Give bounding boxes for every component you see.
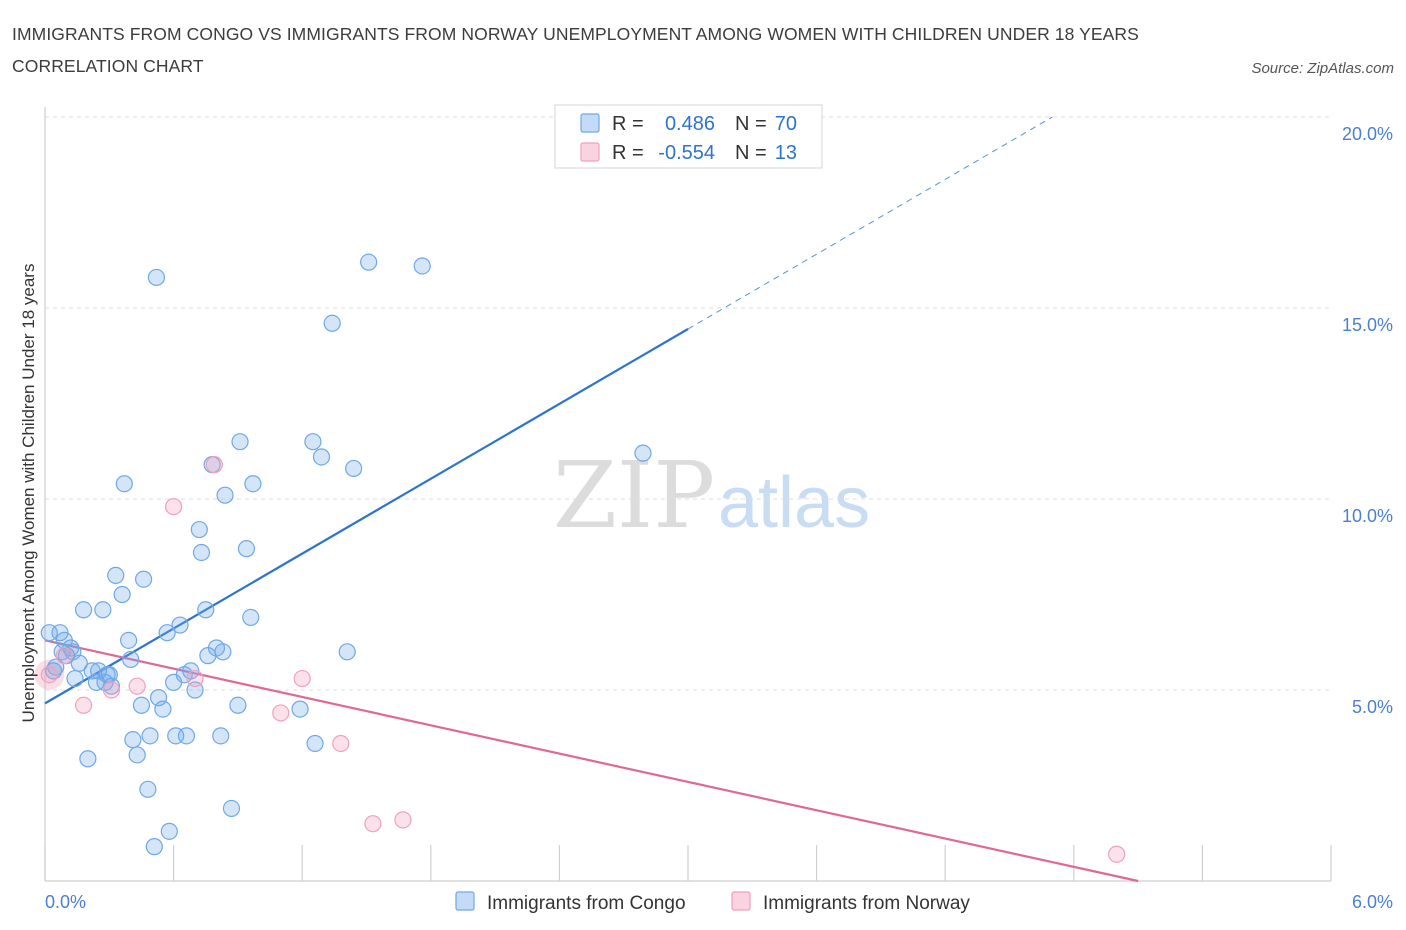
legend-r-label-congo: R =: [612, 113, 644, 135]
trend-lines: [44, 116, 1139, 883]
legend-swatch-congo: [580, 113, 600, 133]
data-point-congo: [160, 822, 178, 840]
watermark: ZIP atlas: [553, 442, 870, 549]
data-point-congo: [113, 585, 131, 604]
data-point-congo: [139, 780, 157, 798]
data-point-congo: [237, 540, 256, 558]
data-point-norway: [1108, 845, 1126, 863]
data-point-congo: [634, 444, 652, 462]
data-point-congo: [229, 696, 247, 714]
grid-lines: [45, 116, 1331, 691]
data-point-congo: [306, 734, 324, 753]
data-point-congo: [345, 459, 363, 478]
x-tick-label: 6.0%: [1352, 892, 1393, 912]
data-point-congo: [79, 750, 97, 768]
data-point-congo: [145, 838, 163, 856]
data-point-norway: [332, 734, 350, 753]
source-label: Source: ZipAtlas.com: [1251, 60, 1394, 77]
data-point-congo: [119, 631, 138, 649]
data-point-congo: [107, 566, 125, 585]
bottom-legend-label-congo: Immigrants from Congo: [487, 893, 686, 914]
data-point-norway: [293, 669, 311, 688]
watermark-atlas: atlas: [718, 463, 870, 543]
data-point-congo: [197, 601, 215, 619]
axes: [44, 107, 1332, 882]
y-tick-label: 15.0%: [1342, 315, 1393, 335]
data-point-congo: [70, 654, 88, 672]
data-point-congo: [158, 624, 176, 642]
legend-n-label-congo: N =: [735, 113, 767, 135]
bottom-legend-label-norway: Immigrants from Norway: [763, 893, 970, 914]
data-point-congo: [222, 799, 241, 818]
data-point-norway: [364, 815, 382, 833]
data-point-congo: [66, 669, 84, 688]
data-point-congo: [94, 601, 112, 619]
legend-swatch-norway: [580, 142, 600, 162]
data-point-congo: [214, 643, 232, 661]
data-point-norway: [55, 647, 73, 665]
data-point-norway: [102, 681, 121, 699]
data-point-congo: [413, 257, 431, 275]
data-point-congo: [141, 727, 159, 745]
bottom-legend: Immigrants from Congo Immigrants from No…: [455, 891, 970, 914]
top-legend: R = 0.486 N = 70 R = -0.554 N = 13: [554, 104, 823, 169]
trend-line-congo: [44, 328, 689, 705]
data-point-congo: [128, 746, 146, 764]
data-point: [34, 659, 65, 690]
legend-n-value-congo: 70: [775, 113, 797, 135]
legend-r-value-congo: 0.486: [665, 113, 715, 135]
data-point-congo: [304, 433, 322, 451]
data-point-norway: [205, 456, 223, 474]
data-point-norway: [40, 666, 58, 684]
data-point-congo: [122, 650, 140, 669]
trend-line-congo-extension: [687, 116, 1053, 330]
data-point-congo: [360, 253, 378, 271]
data-point-congo: [338, 643, 356, 661]
data-point-congo: [312, 448, 331, 466]
data-point-norway: [394, 811, 412, 829]
data-point-congo: [115, 475, 133, 493]
y-tick-label: 20.0%: [1342, 124, 1393, 144]
data-point-congo: [134, 570, 153, 588]
data-point-congo: [177, 727, 196, 745]
legend-n-value-norway: 13: [775, 142, 797, 164]
legend-n-label-norway: N =: [735, 142, 767, 164]
y-tick-labels: 5.0% 10.0% 15.0% 20.0%: [1342, 124, 1393, 717]
bottom-legend-swatch-norway: [731, 891, 751, 911]
data-point-norway: [128, 677, 146, 695]
data-point-congo: [323, 314, 341, 332]
watermark-zip: ZIP: [553, 442, 715, 549]
data-point-congo: [74, 601, 93, 619]
x-tick-labels: 0.0% 6.0%: [45, 892, 1393, 912]
legend-r-value-norway: -0.554: [658, 142, 715, 164]
data-point-norway: [272, 704, 290, 722]
data-point-congo: [132, 696, 151, 714]
bottom-legend-swatch-congo: [455, 891, 475, 911]
data-point-congo: [192, 543, 211, 562]
y-axis-label: Unemployment Among Women with Children U…: [19, 264, 38, 723]
data-point-congo: [291, 700, 309, 718]
data-point-congo: [231, 433, 249, 451]
chart-title: IMMIGRANTS FROM CONGO VS IMMIGRANTS FROM…: [12, 24, 1139, 76]
data-point-congo: [216, 486, 234, 504]
trend-line-norway: [44, 639, 1139, 883]
y-tick-label: 5.0%: [1352, 697, 1393, 717]
data-point-congo: [171, 616, 189, 634]
legend-r-label-norway: R =: [612, 142, 644, 164]
data-point-norway: [74, 696, 93, 714]
data-point-congo: [102, 677, 121, 695]
x-tick-label: 0.0%: [45, 892, 86, 912]
data-point-congo: [212, 727, 230, 745]
data-point-congo: [190, 520, 208, 539]
data-point-congo: [154, 700, 172, 718]
data-point-congo: [244, 475, 262, 493]
y-tick-label: 10.0%: [1342, 506, 1393, 526]
data-point-congo: [242, 608, 260, 627]
data-point-norway: [165, 498, 183, 516]
data-points: [34, 253, 1126, 863]
data-point-congo: [147, 268, 166, 287]
data-point-congo: [124, 731, 142, 749]
data-point-norway: [186, 669, 204, 688]
